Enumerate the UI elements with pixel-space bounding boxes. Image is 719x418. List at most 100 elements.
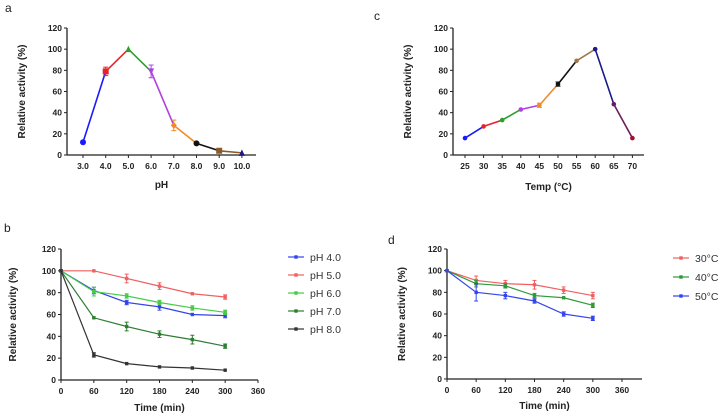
data-point	[445, 268, 449, 273]
x-axis-label: Time (min)	[519, 401, 569, 412]
legend-marker	[294, 327, 298, 331]
line-segment	[557, 60, 578, 85]
x-tick-label: 6.0	[145, 161, 157, 171]
legend-marker	[679, 256, 683, 260]
x-tick-label: 25	[460, 161, 470, 171]
line-segment	[520, 104, 540, 111]
series-line	[60, 270, 226, 313]
data-point	[124, 361, 129, 366]
y-tick-label: 0	[51, 375, 56, 385]
data-point	[92, 289, 96, 294]
data-point	[148, 68, 155, 75]
y-tick-label: 80	[47, 288, 57, 298]
panel-label: b	[4, 221, 11, 235]
data-point	[157, 300, 162, 305]
legend-marker	[294, 291, 298, 295]
y-axis-label: Relative activity (%)	[403, 45, 414, 139]
series-line	[446, 270, 593, 306]
data-point	[157, 365, 162, 369]
data-point	[474, 290, 478, 295]
data-point	[157, 332, 162, 336]
y-tick-label: 80	[439, 65, 449, 75]
panel-label: a	[5, 1, 12, 15]
line-segment	[501, 108, 522, 121]
y-tick-label: 20	[47, 353, 57, 363]
x-tick-label: 240	[185, 386, 199, 396]
legend-label: pH 8.0	[310, 324, 341, 336]
x-tick-label: 70	[628, 161, 638, 171]
data-point	[92, 316, 96, 320]
x-tick-label: 240	[557, 385, 571, 395]
data-point	[499, 117, 505, 123]
y-tick-label: 40	[433, 331, 443, 341]
line-segment	[219, 149, 242, 154]
legend-marker	[679, 275, 683, 279]
line-segment	[173, 124, 197, 144]
data-point	[611, 101, 617, 107]
series-line	[61, 270, 226, 298]
series-line	[60, 270, 226, 347]
legend-label: 50°C	[695, 291, 719, 303]
data-point	[503, 293, 508, 298]
data-point	[591, 293, 595, 298]
legend-marker	[294, 273, 298, 277]
data-point	[216, 147, 223, 154]
y-tick-label: 20	[433, 352, 443, 362]
y-tick-label: 120	[48, 23, 62, 33]
y-tick-label: 80	[433, 287, 443, 297]
data-point	[503, 284, 508, 288]
y-tick-label: 120	[428, 244, 442, 254]
data-point	[518, 107, 524, 112]
data-point	[591, 303, 595, 308]
y-tick-label: 100	[434, 44, 448, 54]
x-tick-label: 0	[445, 385, 450, 395]
y-tick-label: 100	[428, 266, 442, 276]
line-segment	[576, 48, 596, 62]
x-tick-label: 35	[497, 161, 507, 171]
line-segment	[127, 48, 152, 72]
x-tick-label: 60	[471, 385, 481, 395]
y-axis-label: Relative activity (%)	[8, 268, 19, 362]
line-segment	[538, 83, 559, 106]
x-axis-label: Temp (°C)	[525, 182, 572, 193]
legend-marker	[294, 255, 298, 259]
x-axis-label: pH	[155, 180, 168, 191]
y-tick-label: 0	[437, 374, 442, 384]
series-line	[60, 270, 226, 371]
legend-marker	[679, 294, 683, 298]
legend-label: pH 7.0	[310, 306, 341, 318]
y-tick-label: 120	[434, 23, 448, 33]
data-point	[532, 293, 537, 298]
data-point	[59, 269, 63, 273]
data-point	[190, 366, 195, 370]
data-point	[223, 295, 227, 299]
y-tick-label: 20	[439, 129, 449, 139]
x-tick-label: 60	[89, 386, 99, 396]
data-point	[80, 139, 86, 146]
y-tick-label: 120	[42, 244, 56, 254]
data-point	[190, 306, 195, 310]
data-point	[238, 149, 245, 156]
legend-label: pH 5.0	[310, 270, 341, 282]
data-point	[555, 81, 561, 87]
x-tick-label: 360	[615, 385, 629, 395]
x-tick-label: 30	[479, 161, 489, 171]
legend-label: 30°C	[695, 253, 719, 265]
x-tick-label: 50	[553, 161, 563, 171]
line-segment	[82, 71, 107, 143]
data-point	[462, 135, 468, 141]
data-point	[591, 316, 595, 321]
y-tick-label: 40	[53, 108, 63, 118]
x-tick-label: 55	[572, 161, 582, 171]
legend-marker	[294, 309, 298, 313]
data-point	[190, 292, 195, 296]
panel-label: c	[374, 9, 380, 23]
y-tick-label: 20	[53, 129, 63, 139]
series-line	[446, 270, 593, 319]
data-point	[537, 102, 542, 108]
x-tick-label: 360	[251, 386, 265, 396]
y-tick-label: 100	[48, 44, 62, 54]
line-segment	[613, 103, 634, 139]
